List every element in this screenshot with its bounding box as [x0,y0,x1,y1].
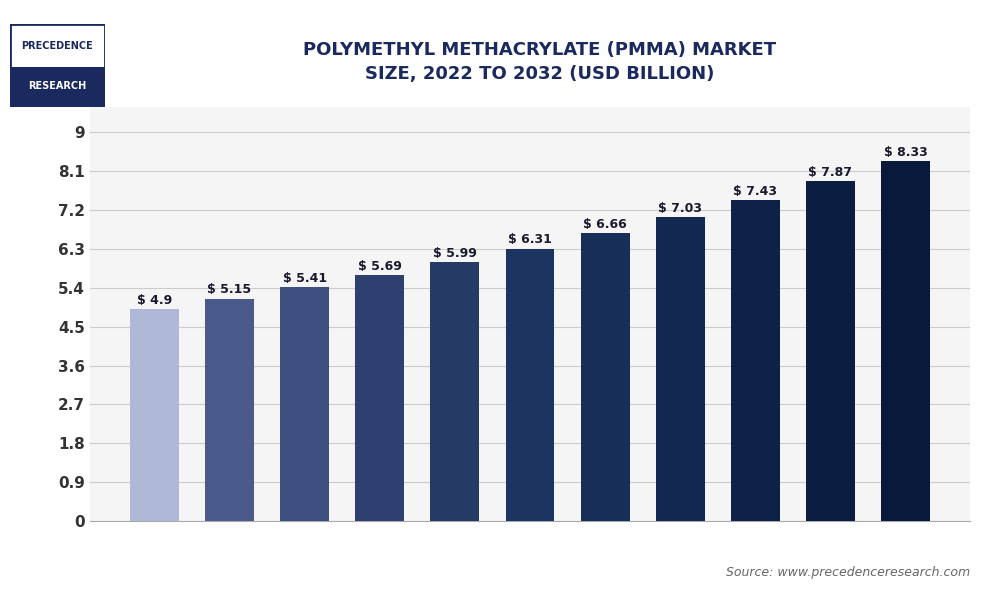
Text: $ 8.33: $ 8.33 [884,146,927,159]
Bar [130,310,179,521]
Text: $ 7.87: $ 7.87 [808,166,852,179]
Text: $ 5.41: $ 5.41 [283,272,327,285]
Text: $ 4.9: $ 4.9 [137,294,172,307]
Bar [506,249,554,521]
Text: $ 6.31: $ 6.31 [508,233,552,246]
Bar [355,275,404,521]
Text: $ 5.69: $ 5.69 [358,260,402,273]
Bar [881,162,930,521]
Text: $ 6.66: $ 6.66 [583,218,627,231]
Text: PRECEDENCE: PRECEDENCE [22,41,93,51]
Bar [806,181,855,521]
Text: $ 5.15: $ 5.15 [207,283,252,296]
Text: Source: www.precedenceresearch.com: Source: www.precedenceresearch.com [726,566,970,579]
Text: $ 7.43: $ 7.43 [733,185,777,198]
Text: $ 7.03: $ 7.03 [658,202,702,215]
Bar [656,217,705,521]
Bar [205,298,254,521]
Text: RESEARCH: RESEARCH [28,81,87,91]
Bar [430,262,479,521]
FancyBboxPatch shape [10,24,105,107]
Text: $ 5.99: $ 5.99 [433,247,477,260]
FancyBboxPatch shape [10,67,105,107]
Text: POLYMETHYL METHACRYLATE (PMMA) MARKET
SIZE, 2022 TO 2032 (USD BILLION): POLYMETHYL METHACRYLATE (PMMA) MARKET SI… [303,41,777,83]
Bar [280,288,329,521]
Bar [731,200,780,521]
Bar [581,233,630,521]
